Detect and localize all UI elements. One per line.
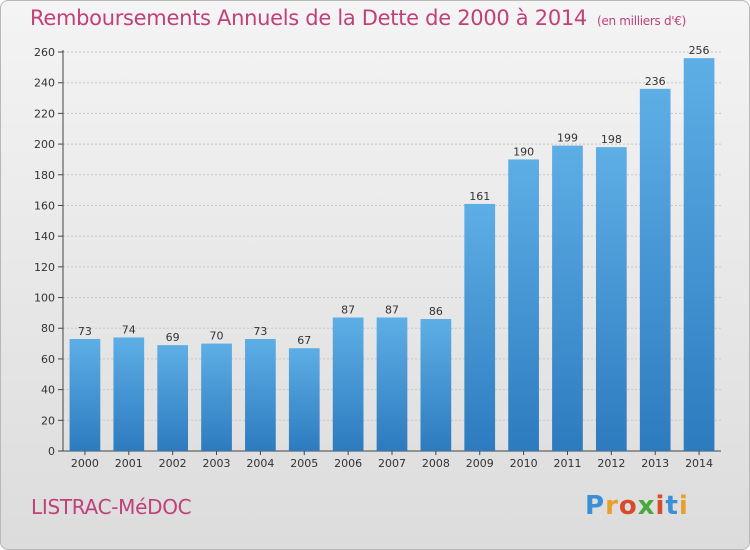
value-label: 86 xyxy=(429,305,443,318)
value-label: 73 xyxy=(78,325,92,338)
bar xyxy=(420,319,452,451)
value-label: 199 xyxy=(557,132,578,145)
x-tick-label: 2011 xyxy=(553,457,581,470)
value-labels: 73 74 69 70 73 67 87 87 86 161 190 199 198 236 256 xyxy=(78,44,710,347)
value-label: 190 xyxy=(513,145,534,158)
chart-unit-note: (en milliers d'€) xyxy=(597,14,687,28)
logo-letter: i xyxy=(678,491,689,521)
bars xyxy=(69,58,715,452)
proxiti-logo: Proxiti xyxy=(585,491,689,521)
bar xyxy=(69,338,101,451)
x-tick-labels: 2000 2001 2002 2003 2004 2005 2006 2007 2008 2009… xyxy=(71,451,713,470)
y-tick-labels: 0 20 40 60 80 100 120 140 160 180 200 220 240 260 xyxy=(34,46,55,458)
value-label: 74 xyxy=(122,323,136,336)
chart-title-text: Remboursements Annuels de la Dette de 20… xyxy=(30,6,587,30)
bar xyxy=(288,348,320,451)
chart-title: Remboursements Annuels de la Dette de 20… xyxy=(30,6,686,30)
bar xyxy=(113,337,145,451)
value-label: 73 xyxy=(253,325,267,338)
x-tick-label: 2000 xyxy=(71,457,99,470)
y-tick-label: 0 xyxy=(48,445,55,458)
y-tick-label: 100 xyxy=(34,292,55,305)
bar xyxy=(508,159,539,451)
y-tick-label: 140 xyxy=(34,230,55,243)
logo-letter: P xyxy=(585,491,606,521)
value-label: 69 xyxy=(166,331,180,344)
value-label: 256 xyxy=(689,44,710,57)
y-tick-label: 80 xyxy=(41,322,55,335)
x-tick-label: 2010 xyxy=(510,457,538,470)
x-tick-label: 2008 xyxy=(422,457,450,470)
y-tick-label: 240 xyxy=(34,77,55,90)
y-tick-label: 60 xyxy=(41,353,55,366)
bar xyxy=(157,345,189,451)
value-label: 87 xyxy=(341,303,355,316)
bar xyxy=(376,317,408,451)
logo-letter: t xyxy=(665,491,679,521)
bar xyxy=(201,343,232,451)
bar xyxy=(552,145,583,451)
x-tick-label: 2004 xyxy=(246,457,274,470)
x-tick-label: 2006 xyxy=(334,457,362,470)
value-label: 198 xyxy=(601,133,622,146)
bar xyxy=(245,338,276,451)
x-tick-label: 2002 xyxy=(159,457,187,470)
bar xyxy=(332,317,364,451)
logo-letter: x xyxy=(637,491,656,521)
bar xyxy=(464,203,496,451)
y-tick-label: 160 xyxy=(34,199,55,212)
logo-letter: i xyxy=(655,491,666,521)
logo-letter: o xyxy=(618,491,638,521)
y-tick-label: 260 xyxy=(34,46,55,59)
x-tick-label: 2001 xyxy=(115,457,143,470)
x-tick-label: 2007 xyxy=(378,457,406,470)
y-tick-label: 120 xyxy=(34,261,55,274)
value-label: 161 xyxy=(469,190,490,203)
value-label: 87 xyxy=(385,303,399,316)
bar xyxy=(683,58,715,452)
value-label: 67 xyxy=(297,334,311,347)
value-label: 236 xyxy=(645,75,666,88)
x-tick-label: 2005 xyxy=(290,457,318,470)
y-tick-label: 40 xyxy=(41,384,55,397)
x-tick-label: 2003 xyxy=(203,457,231,470)
bar xyxy=(595,147,627,451)
x-tick-label: 2013 xyxy=(641,457,669,470)
y-tick-label: 200 xyxy=(34,138,55,151)
logo-letter: r xyxy=(605,491,619,521)
x-tick-label: 2014 xyxy=(685,457,713,470)
commune-name: LISTRAC-MéDOC xyxy=(31,495,192,519)
y-tick-label: 220 xyxy=(34,107,55,120)
y-tick-label: 180 xyxy=(34,169,55,182)
x-tick-label: 2009 xyxy=(466,457,494,470)
value-label: 70 xyxy=(210,330,224,343)
x-tick-label: 2012 xyxy=(597,457,625,470)
y-tick-label: 20 xyxy=(41,414,55,427)
bar xyxy=(639,88,671,451)
